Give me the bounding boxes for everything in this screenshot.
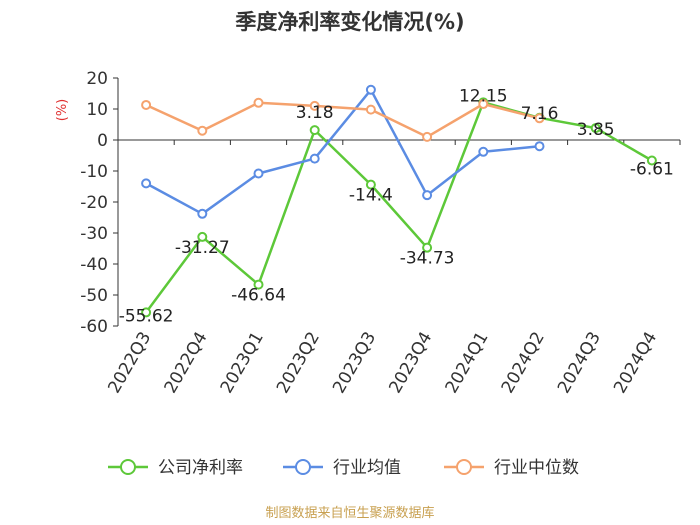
- data-point: [197, 231, 208, 242]
- data-point: [534, 141, 545, 152]
- data-label: -34.73: [400, 249, 455, 269]
- data-point: [253, 279, 264, 290]
- chart-title: 季度净利率变化情况(%): [235, 10, 464, 34]
- legend-label: 行业均值: [333, 458, 401, 478]
- source-text: 制图数据来自恒生聚源数据库: [265, 505, 434, 521]
- y-tick-label: 0: [97, 131, 108, 151]
- legend-item-3[interactable]: 行业中位数: [444, 458, 579, 478]
- legend-label: 公司净利率: [158, 458, 243, 478]
- series-line: [145, 101, 653, 314]
- series-line: [145, 101, 540, 139]
- x-tick-label: 2022Q4: [161, 329, 212, 397]
- legend-swatch-marker: [120, 459, 136, 475]
- data-label: -6.61: [630, 159, 674, 179]
- data-label: -46.64: [231, 286, 286, 306]
- data-point: [534, 113, 545, 124]
- x-tick-label: 2024Q3: [554, 329, 605, 397]
- data-point: [365, 179, 376, 190]
- x-tick-label: 2024Q2: [498, 329, 549, 397]
- data-point: [365, 104, 376, 115]
- data-label: 7.16: [521, 104, 559, 124]
- data-point: [422, 131, 433, 142]
- x-tick-label: 2022Q3: [104, 329, 155, 397]
- y-tick-label: -20: [80, 193, 108, 213]
- series-line: [145, 88, 540, 216]
- data-point: [478, 146, 489, 157]
- data-point: [253, 168, 264, 179]
- y-tick-label: -30: [80, 224, 108, 244]
- legend-label: 行业中位数: [494, 458, 579, 478]
- legend-item-2[interactable]: 行业均值: [283, 458, 401, 478]
- data-point: [422, 190, 433, 201]
- data-point: [365, 84, 376, 95]
- y-tick-label: -10: [80, 162, 108, 182]
- y-tick-label: 20: [86, 69, 108, 89]
- data-label: 3.18: [296, 103, 334, 123]
- y-tick-label: -50: [80, 286, 108, 306]
- data-label: -31.27: [175, 238, 230, 258]
- data-point: [141, 307, 152, 318]
- legend-swatch-marker: [295, 459, 311, 475]
- data-point: [197, 208, 208, 219]
- series-2: [141, 84, 545, 219]
- data-point: [141, 99, 152, 110]
- x-tick-label: 2023Q2: [273, 329, 324, 397]
- x-tick-label: 2023Q3: [329, 329, 380, 397]
- y-tick-label: -60: [80, 317, 108, 337]
- data-point: [422, 242, 433, 253]
- data-point: [309, 125, 320, 136]
- data-label: -14.4: [349, 186, 393, 206]
- y-axis-label: (%): [55, 99, 70, 122]
- data-point: [141, 178, 152, 189]
- legend-swatch-marker: [456, 459, 472, 475]
- data-point: [646, 155, 657, 166]
- x-tick-label: 2023Q1: [217, 329, 268, 397]
- data-label: 3.85: [577, 120, 615, 140]
- x-tick-label: 2024Q1: [442, 329, 493, 397]
- data-label: -55.62: [119, 306, 174, 326]
- data-point: [309, 100, 320, 111]
- data-point: [309, 153, 320, 164]
- y-tick-label: 10: [86, 100, 108, 120]
- data-point: [253, 97, 264, 108]
- series-layer: [141, 84, 657, 318]
- legend-item-1[interactable]: 公司净利率: [108, 458, 243, 478]
- series-3: [141, 97, 545, 142]
- legend[interactable]: 公司净利率 行业均值 行业中位数: [108, 458, 579, 478]
- data-point: [590, 123, 601, 134]
- y-tick-label: -40: [80, 255, 108, 275]
- x-tick-label: 2024Q4: [610, 329, 661, 397]
- data-labels: -55.62 -31.27 -46.64 3.18 -14.4 -34.73 12.15 7.…: [119, 86, 674, 326]
- x-tick-label: 2023Q4: [385, 329, 436, 397]
- data-point: [478, 99, 489, 110]
- data-point: [197, 125, 208, 136]
- data-label: 12.15: [459, 86, 508, 106]
